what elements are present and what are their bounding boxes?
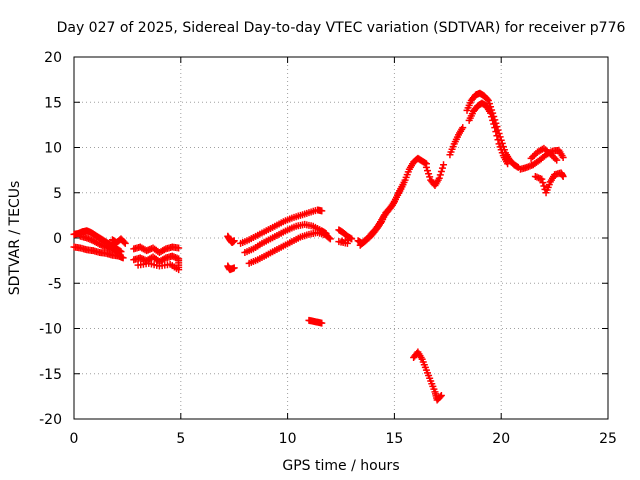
data-point — [491, 124, 499, 132]
data-point — [325, 234, 333, 242]
chart-title: Day 027 of 2025, Sidereal Day-to-day VTE… — [57, 20, 626, 36]
data-point — [553, 156, 561, 164]
x-tick-label: 20 — [492, 431, 510, 447]
data-point — [343, 239, 351, 247]
data-point — [426, 173, 434, 181]
series-arc-9 — [224, 262, 238, 274]
x-tick-label: 15 — [385, 431, 403, 447]
y-tick-label: -10 — [39, 322, 62, 338]
series-arc-18 — [410, 348, 445, 404]
series-arc-10 — [237, 206, 326, 247]
data-point — [437, 391, 445, 399]
data-point — [424, 167, 432, 175]
data-point — [459, 124, 467, 132]
data-point — [487, 109, 495, 117]
data-point — [484, 96, 492, 104]
series-arc-23 — [531, 169, 567, 197]
data-point — [175, 244, 183, 252]
axes: 0 5 10 15 20 25 -20 -15 -10 -5 0 5 10 15 20 — [39, 50, 617, 447]
data-point — [230, 264, 238, 272]
y-tick-label: -20 — [39, 412, 62, 428]
y-axis-label: SDTVAR / TECUs — [7, 181, 23, 296]
data-point — [559, 153, 567, 161]
data-point — [399, 181, 407, 189]
series-arc-2 — [70, 243, 127, 262]
series-arc-6 — [130, 252, 183, 266]
data-point — [326, 235, 334, 243]
data-point — [175, 257, 183, 265]
series-arc-12 — [245, 229, 334, 267]
series-arc-24 — [527, 144, 561, 164]
x-tick-label: 5 — [176, 431, 185, 447]
series-arc-16 — [356, 181, 407, 249]
data-point — [119, 254, 127, 262]
data-point — [440, 161, 448, 169]
data-point — [437, 167, 445, 175]
data-point — [425, 170, 433, 178]
y-tick-label: 20 — [44, 50, 62, 66]
series-arc-17 — [422, 161, 448, 190]
data-point — [121, 239, 129, 247]
x-axis-label: GPS time / hours — [282, 458, 399, 474]
y-tick-label: 5 — [53, 186, 62, 202]
x-tick-label: 10 — [279, 431, 297, 447]
data-point — [120, 238, 128, 246]
x-tick-label: 25 — [599, 431, 617, 447]
data-point — [318, 319, 326, 327]
data-point — [489, 116, 497, 124]
series-arc-19 — [446, 124, 467, 159]
series-arc-3 — [76, 232, 123, 257]
series-arc-8 — [224, 232, 238, 247]
series-arc-5 — [130, 243, 183, 256]
data-point — [490, 120, 498, 128]
data-point — [559, 172, 567, 180]
y-tick-label: 15 — [44, 95, 62, 111]
y-tick-label: -5 — [48, 276, 62, 292]
series-arc-21 — [465, 99, 512, 168]
series-arc-13 — [305, 316, 326, 327]
data-point — [318, 207, 326, 215]
series-arc-14 — [335, 226, 356, 247]
data-point — [435, 174, 443, 182]
data-point — [539, 179, 547, 187]
y-tick-label: -15 — [39, 367, 62, 383]
data-point — [504, 160, 512, 168]
series-arc-4 — [108, 235, 129, 247]
x-tick-label: 0 — [70, 431, 79, 447]
data-point — [230, 237, 238, 245]
data-points — [70, 89, 567, 404]
data-point — [436, 393, 444, 401]
series-arc-7 — [134, 257, 183, 274]
data-point — [538, 175, 546, 183]
data-point — [540, 182, 548, 190]
data-point — [493, 132, 501, 140]
data-point — [494, 136, 502, 144]
y-tick-label: 0 — [53, 231, 62, 247]
y-tick-label: 10 — [44, 141, 62, 157]
data-point — [422, 163, 430, 171]
data-point — [115, 249, 123, 257]
series-arc-20 — [463, 89, 522, 171]
data-point — [488, 113, 496, 121]
data-point — [438, 164, 446, 172]
data-point — [483, 95, 491, 103]
data-point — [436, 171, 444, 179]
data-point — [492, 128, 500, 136]
grid — [74, 57, 608, 419]
